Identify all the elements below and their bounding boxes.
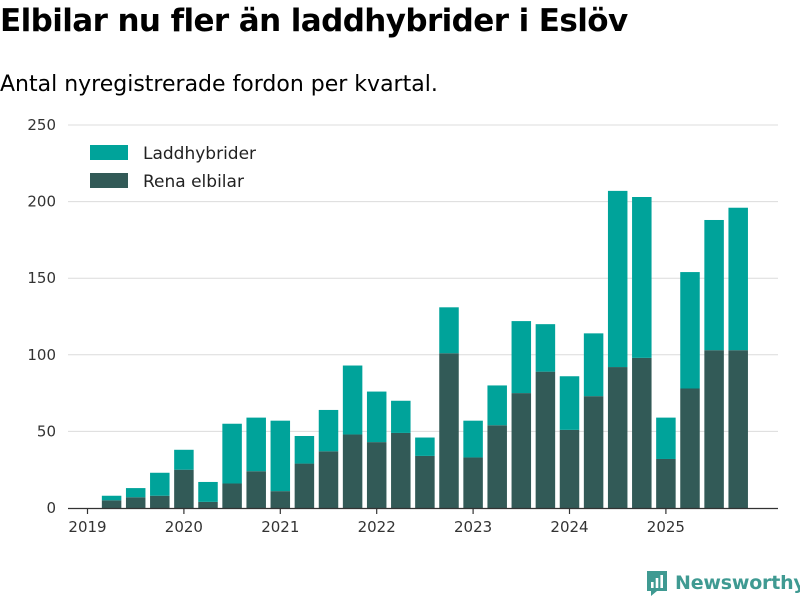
chart-title: Elbilar nu fler än laddhybrider i Eslöv: [0, 3, 628, 39]
bar-laddhybrider: [415, 437, 435, 456]
legend: Laddhybrider Rena elbilar: [90, 144, 256, 192]
bar-rena-elbilar: [656, 458, 676, 508]
y-tick-label: 150: [27, 269, 56, 287]
bar-laddhybrider: [607, 190, 628, 368]
bar-laddhybrider: [318, 409, 339, 452]
x-tick-label: 2021: [261, 518, 299, 536]
bar-laddhybrider: [439, 307, 459, 354]
bar-laddhybrider: [704, 219, 724, 351]
legend-label-rena-elbilar: Rena elbilar: [143, 172, 244, 192]
bar-rena-elbilar: [270, 491, 291, 508]
bar-laddhybrider: [535, 324, 556, 372]
bar-rena-elbilar: [535, 371, 556, 508]
y-tick-label: 100: [27, 346, 56, 364]
bar-laddhybrider: [101, 495, 122, 501]
bar-rena-elbilar: [680, 388, 700, 508]
bar-laddhybrider: [391, 400, 411, 433]
bar-rena-elbilar: [704, 350, 724, 508]
bar-rena-elbilar: [366, 442, 387, 508]
bar-laddhybrider: [198, 481, 218, 502]
x-tick-label: 2023: [454, 518, 492, 536]
bar-laddhybrider: [174, 449, 194, 470]
bar-laddhybrider: [511, 321, 532, 394]
x-tick-label: 2022: [358, 518, 396, 536]
bar-rena-elbilar: [607, 367, 628, 508]
brand-name: Newsworthy: [675, 572, 800, 594]
bar-rena-elbilar: [101, 500, 122, 508]
bar-laddhybrider: [632, 197, 652, 358]
chart-subtitle: Antal nyregistrerade fordon per kvartal.: [0, 72, 438, 97]
gridlines: 0 50 100 150 200 250: [27, 116, 778, 517]
bar-rena-elbilar: [728, 350, 748, 508]
bar-rena-elbilar: [198, 501, 218, 508]
bar-rena-elbilar: [318, 451, 339, 508]
y-tick-label: 250: [27, 116, 56, 134]
newsworthy-logo[interactable]: Newsworthy: [645, 568, 800, 598]
x-tick-label: 2019: [68, 518, 106, 536]
legend-swatch-laddhybrider: [90, 145, 128, 160]
bar-rena-elbilar: [559, 429, 580, 508]
bar-laddhybrider: [222, 423, 242, 484]
bar-rena-elbilar: [222, 483, 242, 508]
bar-laddhybrider: [366, 391, 387, 443]
bar-rena-elbilar: [125, 497, 146, 508]
bar-laddhybrider: [656, 417, 676, 459]
bar-rena-elbilar: [294, 463, 315, 508]
x-tick-label: 2025: [647, 518, 685, 536]
bar-rena-elbilar: [439, 353, 459, 508]
newsworthy-logo-icon: [647, 571, 667, 596]
bar-rena-elbilar: [463, 457, 483, 508]
bar-rena-elbilar: [415, 455, 435, 508]
bar-rena-elbilar: [150, 495, 170, 508]
bar-rena-elbilar: [246, 471, 266, 508]
bar-laddhybrider: [728, 207, 748, 351]
bar-rena-elbilar: [632, 357, 652, 508]
bar-laddhybrider: [150, 472, 170, 496]
bar-rena-elbilar: [511, 393, 532, 508]
legend-swatch-rena-elbilar: [90, 173, 128, 188]
bar-rena-elbilar: [174, 469, 194, 508]
bar-laddhybrider: [270, 420, 291, 492]
bar-laddhybrider: [487, 385, 507, 426]
y-tick-label: 0: [46, 499, 56, 517]
y-tick-label: 50: [37, 422, 56, 440]
bar-laddhybrider: [680, 272, 700, 389]
x-axis: 2019 2020 2021 2022 2023 2024 2025: [68, 507, 778, 536]
bar-rena-elbilar: [487, 425, 507, 508]
x-tick-label: 2024: [550, 518, 588, 536]
bar-laddhybrider: [246, 417, 266, 472]
y-tick-label: 200: [27, 193, 56, 211]
bar-laddhybrider: [583, 333, 604, 397]
bar-laddhybrider: [463, 420, 483, 458]
bar-laddhybrider: [294, 435, 315, 464]
bar-laddhybrider: [125, 488, 146, 498]
bars: [101, 190, 748, 508]
x-tick-label: 2020: [165, 518, 203, 536]
bar-rena-elbilar: [391, 432, 411, 508]
bar-rena-elbilar: [342, 434, 363, 508]
bar-laddhybrider: [342, 365, 363, 435]
bar-rena-elbilar: [583, 396, 604, 508]
bar-laddhybrider: [559, 376, 580, 430]
legend-label-laddhybrider: Laddhybrider: [143, 144, 256, 164]
